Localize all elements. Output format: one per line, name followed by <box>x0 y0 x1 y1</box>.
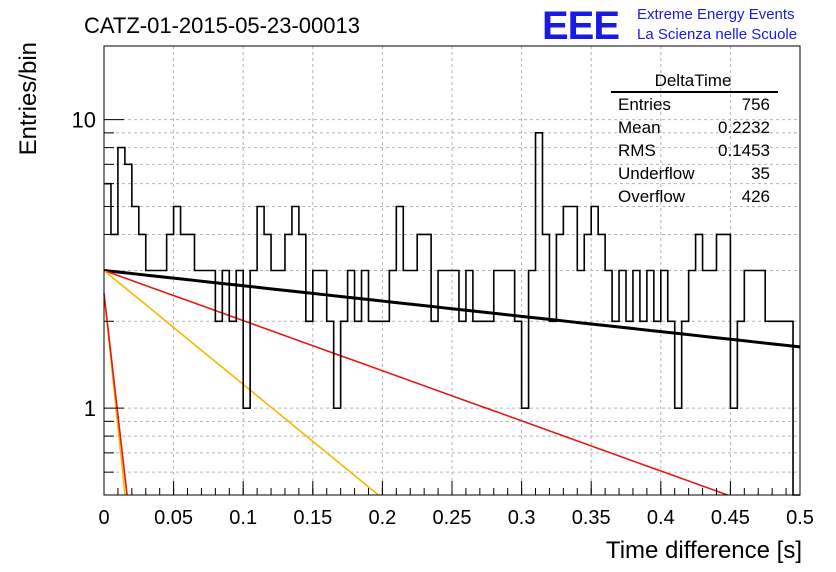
chart-title: CATZ-01-2015-05-23-00013 <box>84 13 360 38</box>
y-tick-label: 1 <box>84 396 96 421</box>
y-axis-label: Entries/bin <box>15 42 42 155</box>
x-tick-label: 0.2 <box>368 507 396 529</box>
axis-ticks: 0 0.05 0.1 0.15 0.2 0.25 0.3 0.35 0.4 0.45 0.5 1 10 <box>72 108 814 529</box>
fit-curve <box>103 293 128 496</box>
fit-curve <box>103 269 728 496</box>
x-tick-label: 0.1 <box>229 507 257 529</box>
stats-label: RMS <box>618 141 656 160</box>
x-tick-label: 0.25 <box>433 507 472 529</box>
fit-curves <box>103 269 801 496</box>
x-tick-label: 0 <box>98 507 109 529</box>
stats-label: Overflow <box>618 187 686 206</box>
eee-logo-line1: Extreme Energy Events <box>637 6 795 23</box>
stats-box: DeltaTime Entries 756 Mean 0.2232 RMS 0.1453 U… <box>611 71 778 206</box>
eee-logo-mark: EEE <box>542 4 619 48</box>
stats-label: Mean <box>618 118 661 137</box>
x-tick-label: 0.35 <box>572 507 611 529</box>
x-tick-label: 0.4 <box>647 507 675 529</box>
stats-value: 426 <box>742 187 770 206</box>
eee-logo-line2: La Scienza nelle Scuole <box>637 26 797 43</box>
x-tick-label: 0.45 <box>711 507 750 529</box>
fit-curve <box>103 269 379 496</box>
fit-curve <box>103 269 801 349</box>
y-tick-label: 10 <box>72 108 96 133</box>
stats-value: 35 <box>751 164 770 183</box>
stats-label: Entries <box>618 95 671 114</box>
stats-value: 756 <box>742 95 770 114</box>
stats-value: 0.2232 <box>718 118 770 137</box>
x-tick-label: 0.15 <box>293 507 332 529</box>
x-tick-label: 0.5 <box>786 507 814 529</box>
stats-value: 0.1453 <box>718 141 770 160</box>
x-tick-label: 0.3 <box>508 507 536 529</box>
eee-logo: EEE Extreme Energy Events La Scienza nel… <box>542 4 797 48</box>
histogram-line <box>104 132 800 496</box>
stats-label: Underflow <box>618 164 695 183</box>
stats-name: DeltaTime <box>655 71 732 90</box>
x-axis-label: Time difference [s] <box>606 537 802 564</box>
x-tick-label: 0.05 <box>154 507 193 529</box>
